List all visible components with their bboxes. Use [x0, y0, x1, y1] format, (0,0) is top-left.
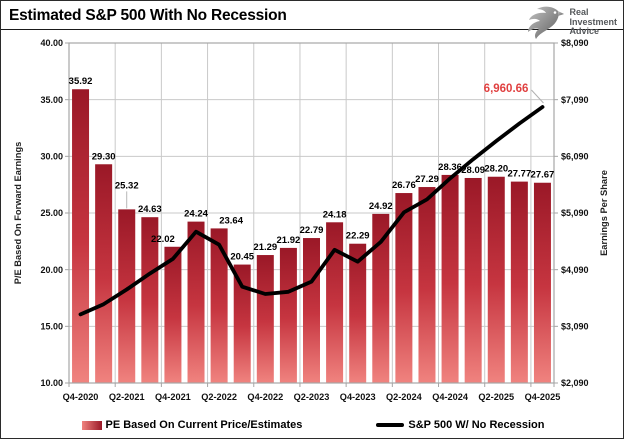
pe-bar-Q4-2021	[164, 246, 182, 383]
pe-bar-Q2-2025	[487, 176, 505, 383]
right-axis-tick-label: $7,090	[561, 95, 589, 105]
bar-value-label: 22.02	[151, 234, 175, 245]
pe-bar-legend-swatch	[81, 420, 102, 430]
pe-bar-Q2-2022	[210, 228, 228, 383]
pe-bar-Q1-2025	[464, 177, 482, 383]
left-axis-tick-label: 15.00	[40, 322, 63, 332]
right-axis-tick-label: $3,090	[561, 322, 589, 332]
pe-bar-Q4-2023	[349, 243, 367, 383]
right-axis-title: Earnings Per Share	[599, 170, 609, 256]
left-axis-tick-label: 20.00	[40, 265, 63, 275]
x-axis-tick-label: Q2-2022	[201, 392, 237, 402]
annotation-label: 6,960.66	[484, 83, 529, 95]
annotation-leader-line	[531, 89, 544, 104]
pe-bar-Q1-2021	[95, 164, 113, 383]
pe-bar-Q3-2022	[233, 264, 251, 383]
right-axis-tick-label: $8,090	[561, 38, 589, 48]
x-axis-tick-label: Q4-2025	[525, 392, 561, 402]
right-axis-tick-label: $2,090	[561, 378, 589, 388]
bar-value-label: 21.92	[277, 235, 301, 246]
brand-name: Real Investment Advice	[569, 7, 617, 37]
right-axis-tick-label: $5,090	[561, 208, 589, 218]
bar-value-label: 29.30	[92, 151, 116, 162]
bar-value-label: 24.24	[184, 209, 208, 220]
pe-legend-label: PE Based On Current Price/Estimates	[105, 419, 303, 431]
bar-value-label: 22.79	[300, 225, 324, 236]
bar-value-label: 25.32	[115, 180, 139, 191]
bar-value-label: 28.20	[484, 164, 508, 175]
legend-item-pe: PE Based On Current Price/Estimates	[81, 419, 303, 431]
bar-value-label: 21.29	[253, 242, 277, 253]
left-axis-tick-label: 10.00	[40, 378, 63, 388]
plot-border	[68, 42, 555, 384]
x-axis-tick-label: Q4-2022	[247, 392, 283, 402]
title-divider	[1, 29, 623, 30]
chart-legend: PE Based On Current Price/Estimates S&P …	[1, 419, 623, 431]
bar-value-label: 26.76	[392, 180, 416, 191]
bar-value-label: 24.92	[369, 201, 393, 212]
bar-value-label: 28.36	[438, 162, 462, 173]
right-axis-tick-label: $6,090	[561, 152, 589, 162]
pe-bar-Q3-2023	[326, 222, 344, 383]
bar-value-label: 35.92	[69, 76, 93, 87]
pe-bar-Q1-2022	[187, 221, 205, 383]
bar-value-label: 20.45	[230, 252, 254, 263]
left-axis-tick-label: 40.00	[40, 38, 63, 48]
bar-value-label: 23.64	[219, 215, 243, 226]
bar-value-label: 27.29	[415, 174, 439, 185]
sp500-line	[78, 105, 545, 317]
x-axis-tick-label: Q2-2025	[478, 392, 514, 402]
x-axis-tick-label: Q4-2024	[432, 392, 469, 402]
left-axis-tick-label: 35.00	[40, 95, 63, 105]
x-axis-tick-label: Q2-2024	[386, 392, 423, 402]
bar-value-label: 27.77	[507, 169, 531, 180]
pe-bar-Q3-2024	[418, 187, 436, 383]
left-axis-tick-label: 25.00	[40, 208, 63, 218]
pe-bar-Q2-2021	[118, 209, 136, 383]
x-axis-tick-label: Q2-2023	[294, 392, 330, 402]
pe-bar-Q2-2024	[395, 193, 413, 383]
brand-logo: Real Investment Advice	[525, 4, 617, 41]
bar-value-label: 24.63	[138, 204, 162, 215]
x-axis-tick-label: Q4-2023	[340, 392, 376, 402]
x-axis-tick-label: Q2-2021	[109, 392, 145, 402]
pe-bar-Q4-2022	[256, 255, 274, 383]
pe-bar-Q2-2023	[303, 238, 320, 383]
x-axis-tick-label: Q4-2020	[63, 392, 99, 402]
right-axis-tick-label: $4,090	[561, 265, 589, 275]
pe-bar-Q4-2025	[533, 182, 551, 383]
pe-bar-Q4-2024	[441, 174, 459, 383]
legend-item-sp500: S&P 500 W/ No Recession	[376, 419, 544, 431]
pe-bar-Q1-2023	[279, 247, 297, 383]
sp500-line-legend-swatch	[376, 423, 405, 427]
bar-value-label: 27.67	[531, 170, 555, 181]
bar-value-label: 22.29	[346, 231, 370, 242]
bar-value-label: 24.18	[323, 209, 347, 220]
pe-bar-Q4-2020	[72, 89, 90, 384]
pe-bar-Q1-2024	[372, 213, 390, 383]
chart-title: Estimated S&P 500 With No Recession	[9, 7, 287, 24]
left-axis-title: P/E Based On Forward Earnings	[13, 142, 23, 285]
x-axis-tick-label: Q4-2021	[155, 392, 191, 402]
left-axis-tick-label: 30.00	[40, 152, 63, 162]
pe-bar-Q3-2025	[510, 181, 528, 383]
eagle-logo-icon	[528, 6, 565, 40]
pe-bar-Q3-2021	[141, 217, 159, 383]
sp500-legend-label: S&P 500 W/ No Recession	[408, 419, 545, 431]
bar-value-label: 28.09	[461, 165, 485, 176]
